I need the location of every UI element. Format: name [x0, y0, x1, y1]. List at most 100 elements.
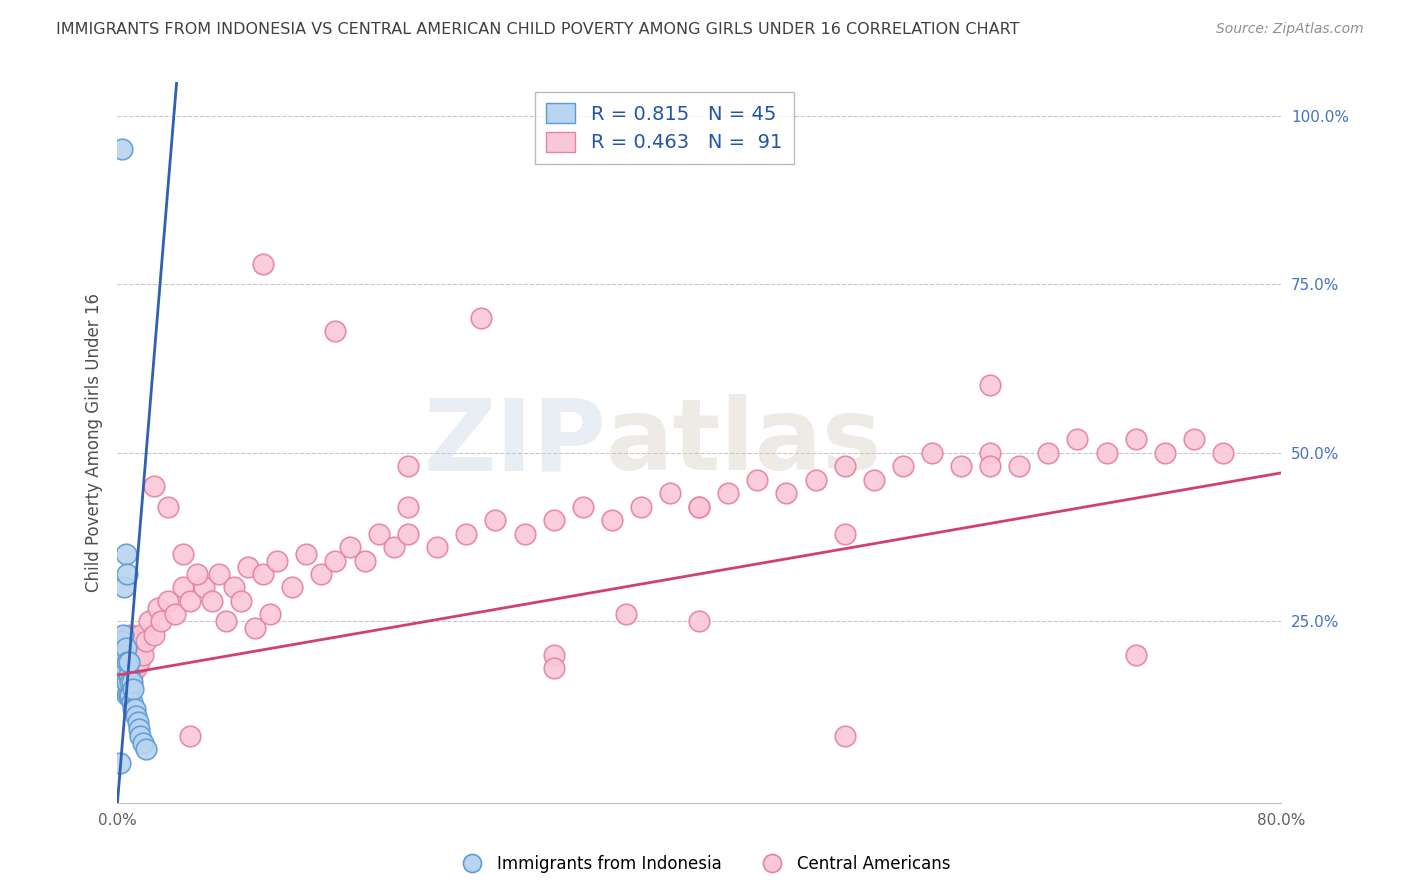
- Point: [157, 500, 180, 514]
- Point: [110, 648, 132, 662]
- Point: [222, 581, 245, 595]
- Point: [775, 486, 797, 500]
- Point: [1125, 432, 1147, 446]
- Point: [266, 553, 288, 567]
- Point: [309, 567, 332, 582]
- Point: [688, 500, 710, 514]
- Point: [891, 459, 914, 474]
- Text: IMMIGRANTS FROM INDONESIA VS CENTRAL AMERICAN CHILD POVERTY AMONG GIRLS UNDER 16: IMMIGRANTS FROM INDONESIA VS CENTRAL AME…: [56, 22, 1019, 37]
- Point: [110, 142, 132, 156]
- Point: [396, 526, 419, 541]
- Point: [236, 560, 259, 574]
- Point: [115, 655, 138, 669]
- Point: [115, 661, 138, 675]
- Point: [108, 756, 131, 770]
- Point: [121, 695, 143, 709]
- Point: [747, 473, 769, 487]
- Point: [1212, 445, 1234, 459]
- Point: [179, 594, 201, 608]
- Point: [921, 445, 943, 459]
- Point: [108, 634, 131, 648]
- Point: [142, 479, 165, 493]
- Text: ZIP: ZIP: [423, 394, 606, 491]
- Point: [215, 614, 238, 628]
- Point: [114, 634, 136, 648]
- Point: [128, 722, 150, 736]
- Point: [114, 668, 136, 682]
- Point: [1153, 445, 1175, 459]
- Point: [688, 500, 710, 514]
- Point: [484, 513, 506, 527]
- Point: [804, 473, 827, 487]
- Point: [979, 459, 1001, 474]
- Point: [281, 581, 304, 595]
- Point: [834, 729, 856, 743]
- Point: [107, 668, 129, 682]
- Point: [252, 257, 274, 271]
- Point: [127, 715, 149, 730]
- Point: [124, 634, 146, 648]
- Y-axis label: Child Poverty Among Girls Under 16: Child Poverty Among Girls Under 16: [86, 293, 103, 592]
- Point: [122, 648, 145, 662]
- Point: [382, 540, 405, 554]
- Point: [118, 689, 141, 703]
- Point: [172, 547, 194, 561]
- Point: [543, 513, 565, 527]
- Text: Source: ZipAtlas.com: Source: ZipAtlas.com: [1216, 22, 1364, 37]
- Point: [259, 607, 281, 622]
- Point: [115, 641, 138, 656]
- Point: [252, 567, 274, 582]
- Point: [149, 614, 172, 628]
- Point: [1095, 445, 1118, 459]
- Point: [543, 648, 565, 662]
- Point: [172, 581, 194, 595]
- Point: [339, 540, 361, 554]
- Point: [571, 500, 593, 514]
- Point: [950, 459, 973, 474]
- Point: [862, 473, 884, 487]
- Point: [193, 581, 215, 595]
- Legend: R = 0.815   N = 45, R = 0.463   N =  91: R = 0.815 N = 45, R = 0.463 N = 91: [534, 92, 794, 164]
- Point: [129, 729, 152, 743]
- Point: [110, 661, 132, 675]
- Point: [979, 378, 1001, 392]
- Point: [470, 310, 492, 325]
- Point: [108, 648, 131, 662]
- Point: [110, 674, 132, 689]
- Point: [115, 681, 138, 696]
- Point: [630, 500, 652, 514]
- Point: [834, 459, 856, 474]
- Text: atlas: atlas: [606, 394, 883, 491]
- Point: [118, 668, 141, 682]
- Point: [165, 607, 187, 622]
- Point: [229, 594, 252, 608]
- Point: [114, 648, 136, 662]
- Point: [120, 674, 142, 689]
- Point: [396, 459, 419, 474]
- Point: [122, 681, 145, 696]
- Point: [146, 600, 169, 615]
- Point: [1182, 432, 1205, 446]
- Point: [659, 486, 682, 500]
- Point: [121, 668, 143, 682]
- Point: [117, 567, 139, 582]
- Point: [117, 641, 139, 656]
- Point: [353, 553, 375, 567]
- Point: [186, 567, 208, 582]
- Point: [114, 581, 136, 595]
- Point: [117, 674, 139, 689]
- Point: [127, 641, 149, 656]
- Point: [117, 689, 139, 703]
- Point: [456, 526, 478, 541]
- Point: [979, 445, 1001, 459]
- Point: [135, 634, 157, 648]
- Point: [1038, 445, 1060, 459]
- Point: [834, 526, 856, 541]
- Point: [1008, 459, 1031, 474]
- Point: [1066, 432, 1088, 446]
- Point: [132, 735, 155, 749]
- Point: [117, 655, 139, 669]
- Point: [118, 661, 141, 675]
- Point: [179, 729, 201, 743]
- Point: [125, 708, 148, 723]
